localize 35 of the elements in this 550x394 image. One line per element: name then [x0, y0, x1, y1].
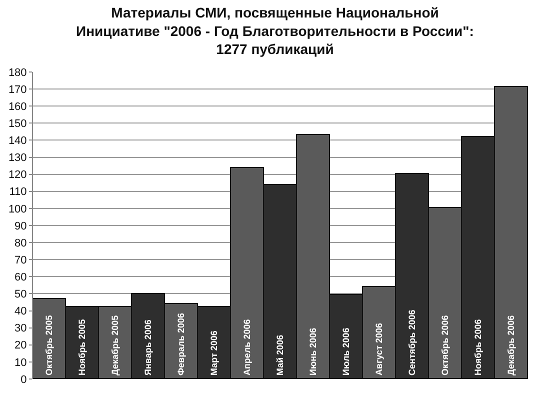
- x-tick-label: Май 2006: [275, 334, 285, 376]
- y-tick-label: 160: [8, 100, 27, 113]
- y-tick-label: 100: [8, 203, 27, 216]
- x-tick-label: Сентябрь 2006: [407, 310, 417, 376]
- x-tick-label: Июнь 2006: [308, 328, 318, 376]
- y-tick-label: 40: [14, 306, 27, 318]
- x-tick-label: Июль 2006: [341, 328, 351, 376]
- x-tick-label: Октябрь 2005: [44, 315, 54, 376]
- y-tick-label: 70: [14, 254, 27, 266]
- y-tick-label: 180: [8, 66, 27, 79]
- x-tick-label: Апрель 2006: [242, 319, 252, 376]
- y-tick-label: 20: [14, 340, 27, 352]
- y-tick-label: 80: [14, 237, 27, 250]
- y-tick-label: 130: [8, 152, 27, 164]
- y-tick-label: 140: [8, 135, 27, 148]
- y-tick-label: 120: [8, 169, 27, 182]
- y-tick-label: 0: [20, 374, 27, 386]
- y-tick-label: 60: [14, 272, 27, 284]
- x-tick-label: Январь 2006: [143, 320, 153, 376]
- y-tick-label: 30: [14, 322, 27, 335]
- y-tick-label: 50: [14, 288, 27, 301]
- x-tick-label: Декабрь 2005: [110, 315, 120, 376]
- y-tick-label: 10: [14, 356, 27, 369]
- x-tick-label: Февраль 2006: [176, 313, 186, 376]
- x-tick-label: Октябрь 2006: [440, 315, 450, 376]
- x-tick-label: Ноябрь 2005: [77, 319, 87, 376]
- y-tick-label: 170: [8, 84, 27, 96]
- y-tick-label: 150: [8, 118, 27, 130]
- x-tick-label: Март 2006: [209, 330, 219, 376]
- y-tick-label: 110: [9, 186, 27, 198]
- x-tick-label: Ноябрь 2006: [473, 319, 483, 376]
- y-tick-label: 90: [14, 220, 27, 232]
- chart-title: Материалы СМИ, посвященные Национальной Инициативе "2006 - Год Благотворительности в России": 1277 публикаций: [76, 4, 474, 58]
- x-tick-label: Декабрь 2006: [506, 315, 516, 376]
- x-tick-label: Август 2006: [374, 323, 384, 376]
